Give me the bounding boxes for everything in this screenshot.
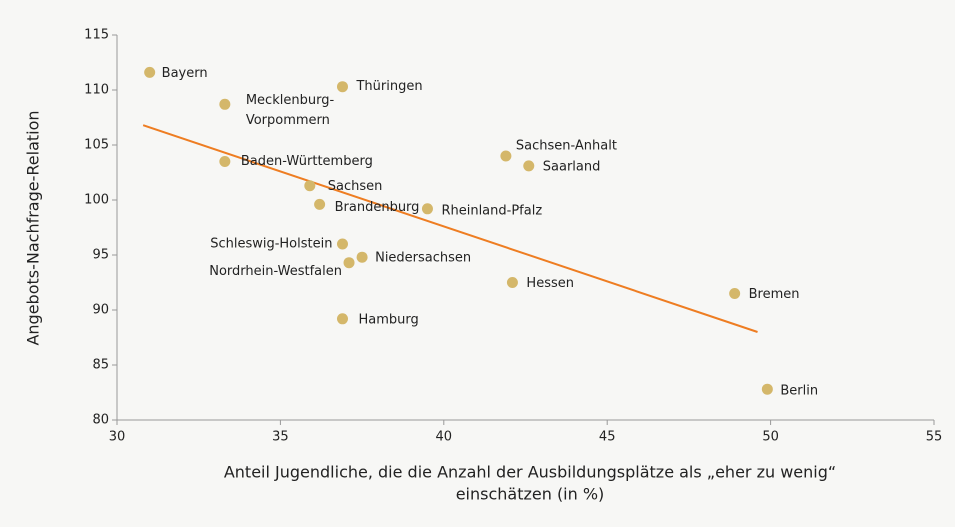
point	[314, 198, 326, 210]
y-tick-label: 90	[92, 303, 109, 318]
point	[144, 66, 156, 78]
y-tick-label: 115	[84, 28, 109, 43]
point-label: Brandenburg	[335, 200, 420, 215]
y-tick-label: 95	[92, 248, 109, 263]
y-axis-label: Angebots-Nachfrage-Relation	[24, 110, 43, 345]
x-tick-label: 45	[599, 430, 616, 445]
point-label: Bremen	[749, 287, 800, 302]
point	[729, 288, 741, 299]
point	[336, 238, 348, 250]
y-tick-label: 105	[84, 138, 109, 153]
y-tick-label: 80	[92, 413, 109, 428]
x-tick-label: 50	[762, 430, 779, 445]
point	[304, 180, 316, 192]
point-label: Hessen	[526, 276, 574, 291]
point-label: Hamburg	[358, 312, 418, 327]
x-tick-label: 30	[109, 430, 126, 445]
point-label: Baden-Württemberg	[241, 154, 373, 169]
x-axis-label: Anteil Jugendliche, die die Anzahl der A…	[224, 463, 836, 482]
point	[421, 203, 433, 215]
x-tick-label: 55	[926, 430, 943, 445]
point-label: Mecklenburg-	[246, 93, 335, 108]
point	[523, 160, 535, 172]
point	[356, 251, 368, 263]
y-tick-label: 85	[92, 358, 109, 373]
x-tick-label: 40	[436, 430, 453, 445]
point-label: Sachsen	[328, 179, 383, 194]
x-tick-label: 35	[272, 430, 289, 445]
point	[761, 383, 773, 395]
point	[506, 277, 518, 288]
point-label: Sachsen-Anhalt	[516, 139, 617, 154]
point-label: Rheinland-Pfalz	[441, 203, 542, 218]
point-label: Schleswig-Holstein	[210, 237, 332, 252]
trend-line	[142, 124, 758, 333]
point-label: Vorpommern	[246, 113, 330, 128]
point-label: Saarland	[543, 159, 601, 174]
point-label: Thüringen	[355, 79, 422, 94]
point	[336, 81, 348, 93]
point-label: Berlin	[780, 384, 818, 399]
point	[219, 98, 231, 110]
point	[219, 156, 231, 167]
point	[500, 150, 512, 162]
x-axis-label: einschätzen (in %)	[456, 485, 605, 504]
point-label: Niedersachsen	[375, 251, 471, 266]
point	[336, 313, 348, 325]
y-tick-label: 100	[84, 193, 109, 208]
point	[343, 257, 355, 269]
point-label: Bayern	[162, 66, 208, 81]
y-tick-label: 110	[84, 83, 109, 98]
point-label: Nordrhein-Westfalen	[209, 264, 342, 279]
